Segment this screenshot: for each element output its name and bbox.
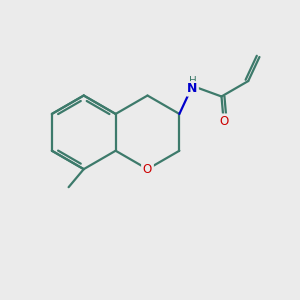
Text: O: O: [219, 115, 228, 128]
Text: H: H: [189, 76, 196, 85]
Text: N: N: [187, 82, 198, 95]
Text: O: O: [143, 163, 152, 176]
